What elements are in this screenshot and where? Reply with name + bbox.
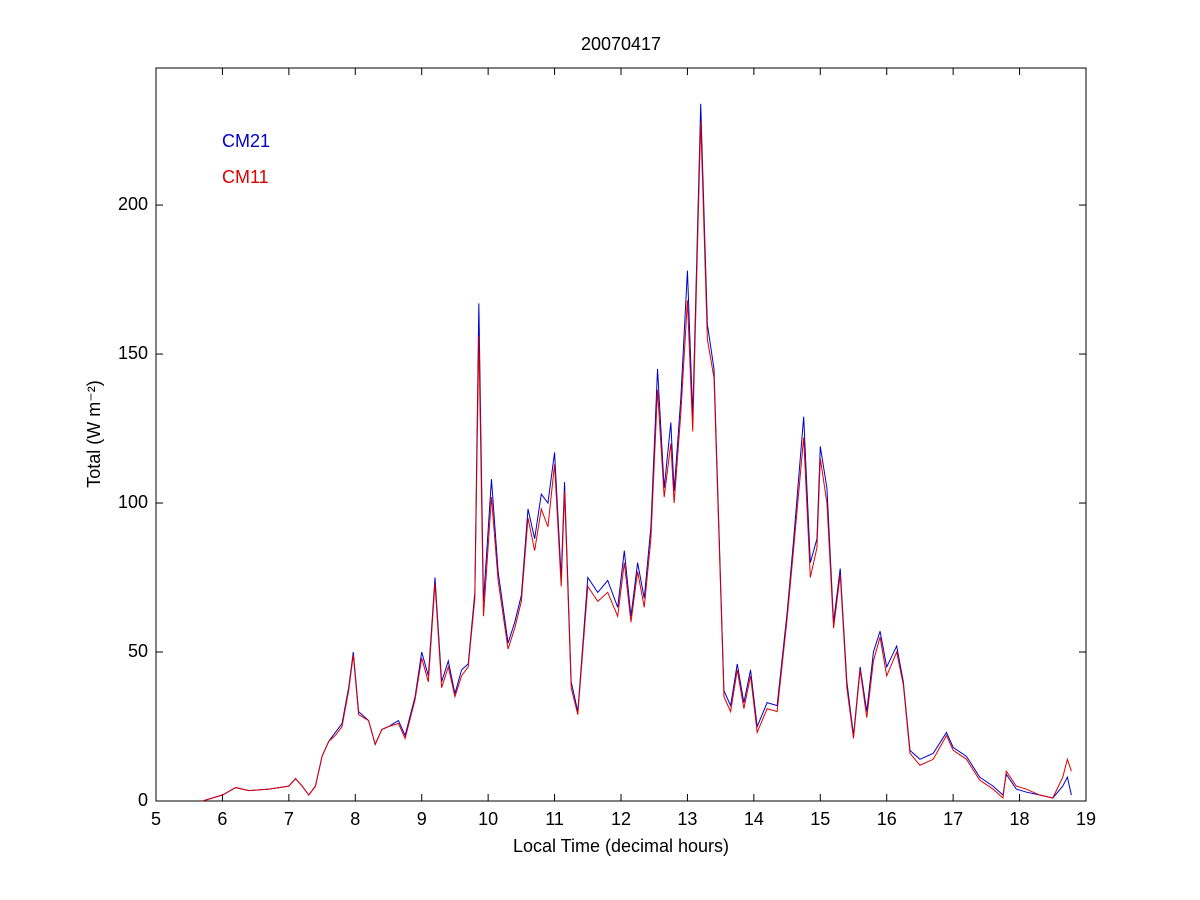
y-tick-label: 150 <box>118 343 148 363</box>
x-tick-label: 16 <box>877 809 897 829</box>
x-tick-label: 7 <box>284 809 294 829</box>
x-tick-label: 18 <box>1010 809 1030 829</box>
x-tick-label: 5 <box>151 809 161 829</box>
x-tick-label: 17 <box>943 809 963 829</box>
x-tick-label: 6 <box>217 809 227 829</box>
x-tick-label: 15 <box>810 809 830 829</box>
plot-frame <box>155 67 1087 802</box>
x-tick-label: 14 <box>744 809 764 829</box>
x-axis-label: Local Time (decimal hours) <box>513 836 729 856</box>
y-axis-label: Total (W m⁻²) <box>84 380 104 488</box>
x-tick-label: 9 <box>417 809 427 829</box>
y-tick-label: 200 <box>118 194 148 214</box>
x-tick-label: 10 <box>478 809 498 829</box>
x-tick-label: 13 <box>677 809 697 829</box>
x-tick-label: 8 <box>350 809 360 829</box>
x-tick-label: 12 <box>611 809 631 829</box>
y-tick-label: 0 <box>138 790 148 810</box>
data-line <box>202 121 1072 802</box>
legend-label: CM21 <box>222 131 270 151</box>
y-tick-label: 100 <box>118 492 148 512</box>
x-tick-label: 11 <box>545 809 564 829</box>
y-tick-label: 50 <box>128 641 148 661</box>
chart-title: 20070417 <box>581 34 661 54</box>
x-tick-label: 19 <box>1076 809 1096 829</box>
legend-label: CM11 <box>222 167 269 187</box>
